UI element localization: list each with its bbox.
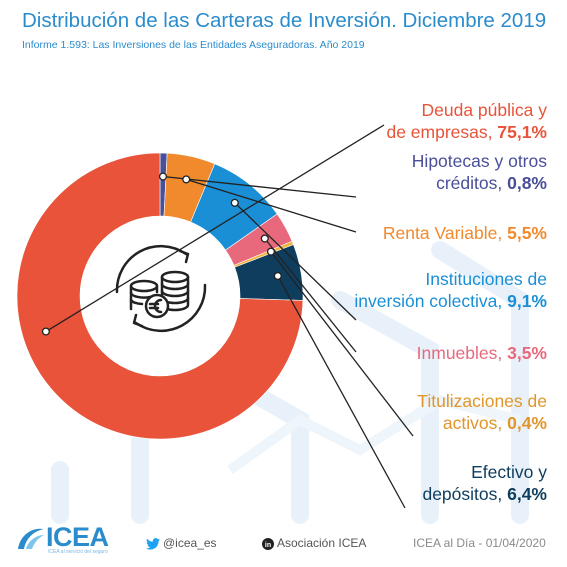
label-inmuebles: Inmuebles, 3,5% <box>417 342 547 364</box>
value-instituciones: 9,1% <box>507 291 547 311</box>
label-efectivo-line2: depósitos, <box>422 484 508 504</box>
label-hipotecas-line1: Hipotecas y otros <box>411 151 547 171</box>
value-deuda: 75,1% <box>497 122 547 142</box>
icea-logo-icon <box>18 528 44 549</box>
icea-logo-tagline: ICEA al servicio del seguro <box>48 549 108 555</box>
label-hipotecas: Hipotecas y otros créditos, 0,8% <box>412 150 547 194</box>
label-efectivo-line1: Efectivo y <box>471 462 547 482</box>
icea-logo-text: ICEA <box>46 522 109 552</box>
leader-line <box>234 202 357 321</box>
leader-line <box>277 275 406 509</box>
value-inmuebles: 3,5% <box>507 343 547 363</box>
label-inmuebles-line2: Inmuebles, <box>416 343 508 363</box>
leader-dot <box>182 175 191 184</box>
leader-dot <box>260 234 269 243</box>
label-titulizaciones: Titulizaciones de activos, 0,4% <box>417 390 547 434</box>
chart-title: Distribución de las Carteras de Inversió… <box>22 9 547 32</box>
value-hipotecas: 0,8% <box>507 173 547 193</box>
leader-dot <box>41 327 50 336</box>
leader-dot <box>273 271 282 281</box>
value-efectivo: 6,4% <box>507 484 547 504</box>
twitter-icon <box>146 538 160 550</box>
value-titulizaciones: 0,4% <box>507 413 547 433</box>
label-titulizaciones-line2: activos, <box>442 413 508 433</box>
linkedin-icon: in <box>262 538 274 550</box>
label-instituciones-line2: inversión colectiva, <box>354 291 508 311</box>
leader-dot <box>230 198 239 207</box>
svg-text:in: in <box>265 542 271 549</box>
label-efectivo: Efectivo y depósitos, 6,4% <box>422 461 547 505</box>
value-renta: 5,5% <box>507 223 547 243</box>
label-instituciones-line1: Instituciones de <box>425 269 547 289</box>
label-renta-variable: Renta Variable, 5,5% <box>383 222 547 244</box>
label-instituciones: Instituciones de inversión colectiva, 9,… <box>354 268 547 312</box>
linkedin-account[interactable]: Asociación ICEA <box>277 536 367 550</box>
leader-line <box>45 124 385 333</box>
leader-dot <box>158 172 168 181</box>
label-deuda-publica: Deuda pública y de empresas, 75,1% <box>386 99 547 143</box>
donut-slice <box>16 152 304 440</box>
label-hipotecas-line2: créditos, <box>436 173 508 193</box>
label-deuda-line1: Deuda pública y <box>421 100 548 120</box>
label-deuda-line2: de empresas, <box>386 122 498 142</box>
footer-date: ICEA al Día - 01/04/2020 <box>413 536 546 550</box>
label-renta-line2: Renta Variable, <box>382 223 508 243</box>
coins-euro-cycle-icon <box>115 244 207 333</box>
chart-subtitle: Informe 1.593: Las Inversiones de las En… <box>22 39 365 51</box>
label-titulizaciones-line1: Titulizaciones de <box>417 391 547 411</box>
leader-line <box>186 178 357 233</box>
leader-line <box>162 175 357 198</box>
leader-line <box>264 238 357 353</box>
leader-dot <box>266 247 276 256</box>
leader-line <box>270 251 414 437</box>
twitter-handle[interactable]: @icea_es <box>163 536 217 550</box>
